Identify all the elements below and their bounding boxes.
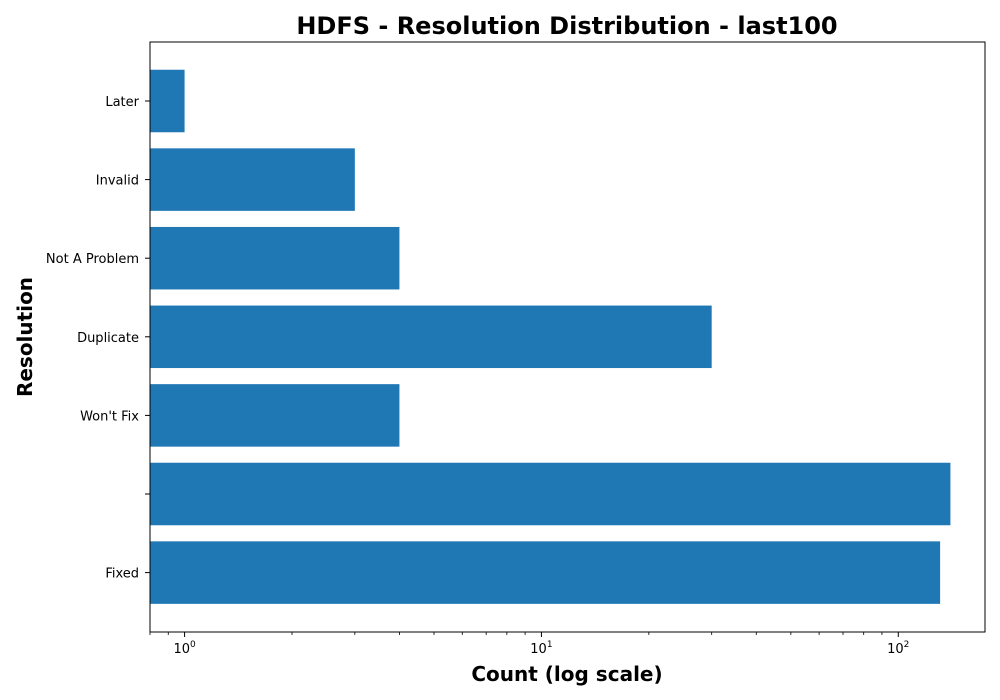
plot-frame [149,41,986,633]
bar-fixed [150,541,941,604]
bar-invalid [150,148,355,211]
x-axis-label: Count (log scale) [471,662,662,686]
y-tick-label: Not A Problem [46,252,139,267]
y-tick-label: Won't Fix [80,409,139,424]
bar-duplicate [150,305,712,369]
bar-later [150,69,185,133]
y-tick-label: Later [105,95,139,110]
bar-blank [150,462,951,526]
y-tick-label: Duplicate [77,331,139,346]
bars-group [150,69,951,604]
x-tick-label: 102 [887,640,909,657]
x-axis-ticks: 100 101 102 [149,632,909,657]
y-axis-label: Resolution [13,277,37,397]
y-tick-label: Invalid [96,174,139,189]
bar-won-t-fix [150,384,400,447]
x-tick-label: 101 [530,640,552,657]
y-tick-label: Fixed [105,567,139,582]
bar-not-a-problem [150,226,400,290]
chart-title: HDFS - Resolution Distribution - last100 [296,12,837,40]
x-tick-label: 100 [173,640,196,657]
y-axis-ticks: Later Invalid Not A Problem Duplicate Won't … [46,95,150,582]
